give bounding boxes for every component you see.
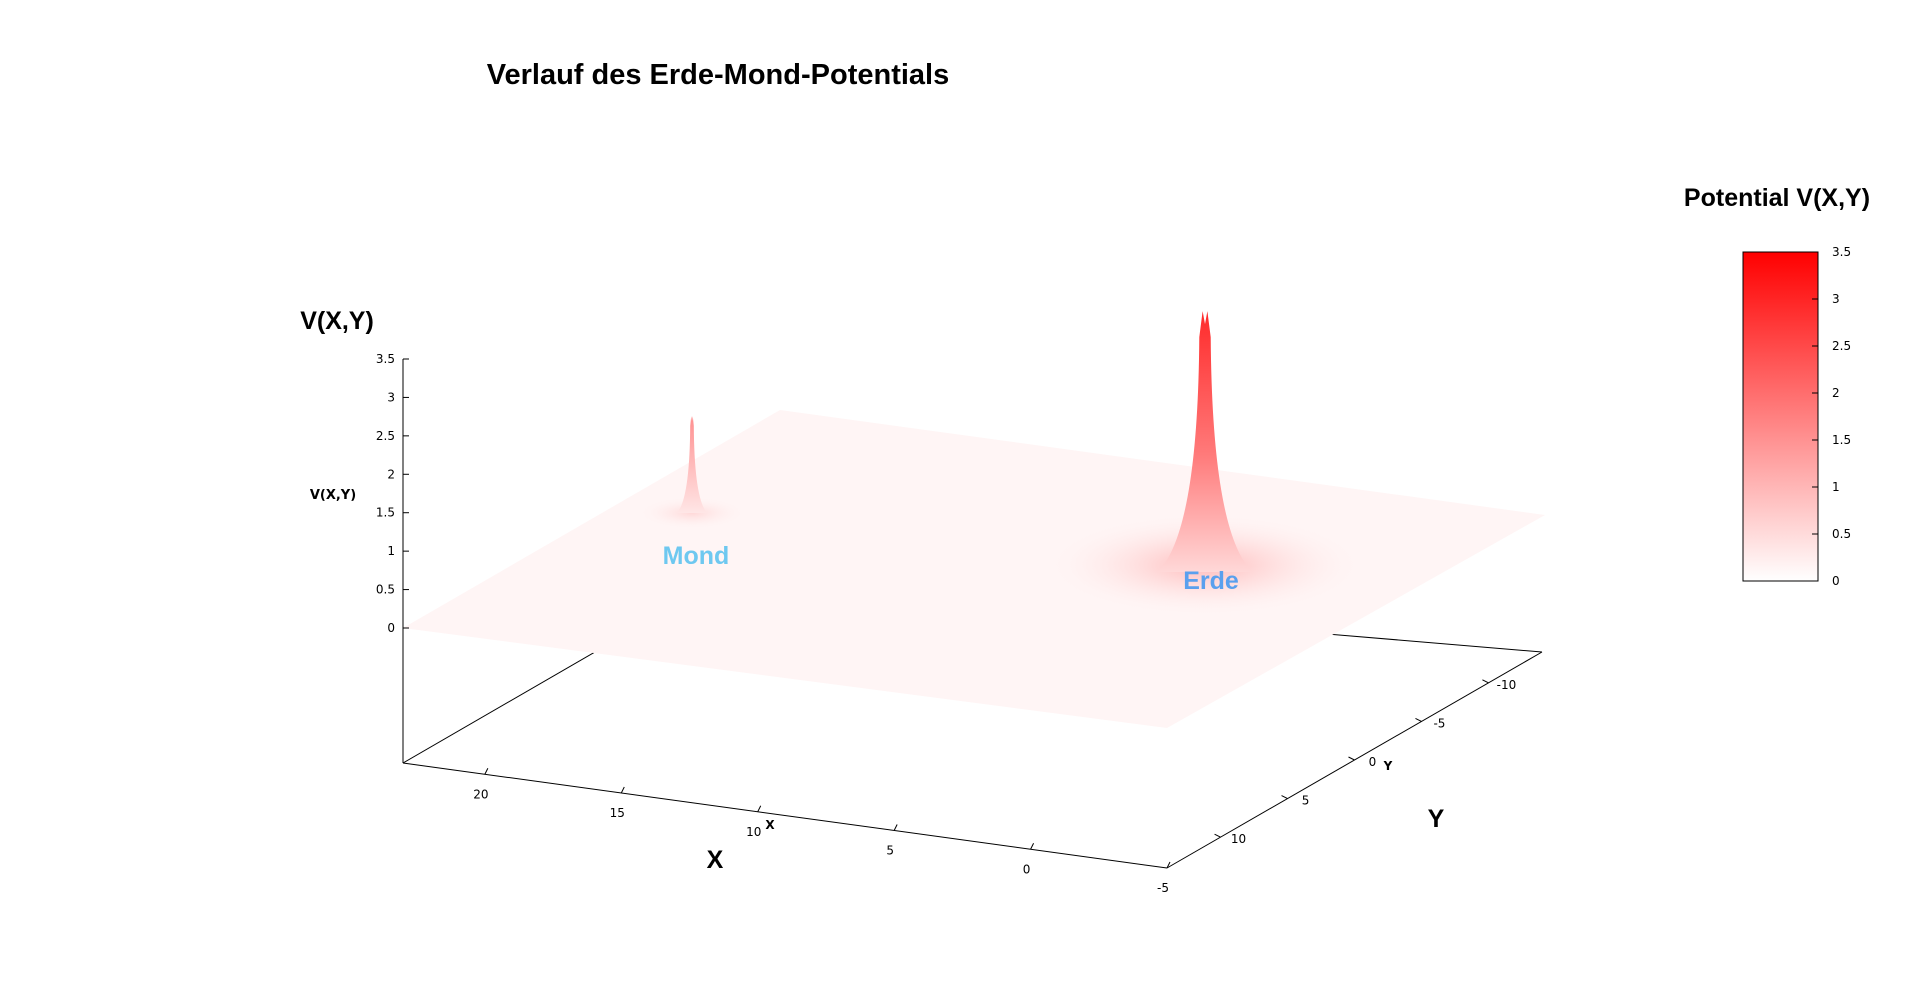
y-axis-small-label: Y (1383, 759, 1393, 773)
y-tick-label: -5 (1433, 716, 1445, 730)
x-tick-label: -5 (1157, 881, 1169, 895)
colorbar-tick-label: 2 (1832, 386, 1840, 400)
z-tick-label: 3 (387, 390, 395, 404)
chart-title: Verlauf des Erde-Mond-Potentials (487, 59, 949, 91)
x-axis-ticks: 20 15 10 5 0 -5 (473, 768, 1171, 895)
z-tick-label: 1.5 (376, 506, 395, 520)
colorbar-tick-label: 0 (1832, 574, 1840, 588)
colorbar-tick-label: 3.5 (1832, 245, 1851, 259)
colorbar-tick-label: 2.5 (1832, 339, 1851, 353)
y-tick (1482, 679, 1489, 684)
x-tick (620, 786, 625, 794)
y-axis-ticks: -10 -5 0 5 10 (1214, 678, 1517, 846)
colorbar-tick-label: 1 (1832, 480, 1840, 494)
x-axis-small-label: X (765, 818, 775, 832)
x-tick-label: 0 (1023, 862, 1031, 876)
peak-label-erde: Erde (1183, 567, 1239, 595)
y-tick (1348, 756, 1355, 761)
peak-erde (1157, 311, 1253, 572)
z-tick-label: 0 (387, 621, 395, 635)
y-tick-label: 0 (1369, 755, 1377, 769)
y-axis-title: Y (1428, 805, 1445, 833)
y-tick (1415, 717, 1422, 722)
x-axis-title: X (707, 846, 724, 874)
x-tick-label: 20 (473, 787, 488, 801)
colorbar-tick-label: 1.5 (1832, 433, 1851, 447)
z-tick-label: 2.5 (376, 429, 395, 443)
peaks (677, 311, 1253, 572)
y-tick-label: 5 (1302, 794, 1310, 808)
x-axis-line (402, 762, 1168, 869)
colorbar-ticks: 0 0.5 1 1.5 2 2.5 3 3.5 (1812, 245, 1851, 588)
z-axis-ticks: 0 0.5 1 1.5 2 2.5 3 3.5 (376, 352, 409, 635)
y-tick (1214, 833, 1221, 838)
x-tick-label: 15 (610, 806, 625, 820)
colorbar-tick-label: 3 (1832, 292, 1840, 306)
peak-mond (677, 416, 707, 513)
colorbar-tick-label: 0.5 (1832, 527, 1851, 541)
z-tick-label: 3.5 (376, 352, 395, 366)
x-tick (1166, 861, 1171, 869)
colorbar-title: Potential V(X,Y) (1684, 184, 1870, 212)
z-tick-label: 2 (387, 467, 395, 481)
y-tick (1281, 795, 1288, 800)
z-axis-title: V(X,Y) (300, 307, 374, 335)
x-tick (757, 805, 762, 812)
x-tick (893, 824, 898, 831)
y-tick-label: 10 (1231, 832, 1246, 846)
y-tick-label: -10 (1497, 678, 1517, 692)
x-tick (1030, 843, 1035, 850)
peak-label-mond: Mond (663, 542, 730, 570)
x-tick-label: 5 (886, 844, 894, 858)
potential-surface (403, 410, 1545, 728)
z-tick-label: 1 (387, 544, 395, 558)
colorbar-gradient (1742, 251, 1819, 582)
z-tick-label: 0.5 (376, 583, 395, 597)
x-tick (484, 768, 489, 775)
colorbar: Potential V(X,Y) 0 0.5 1 1.5 2 2.5 3 3.5 (1684, 184, 1870, 588)
x-tick-label: 10 (746, 825, 761, 839)
z-axis-small-label: V(X,Y) (310, 488, 356, 503)
